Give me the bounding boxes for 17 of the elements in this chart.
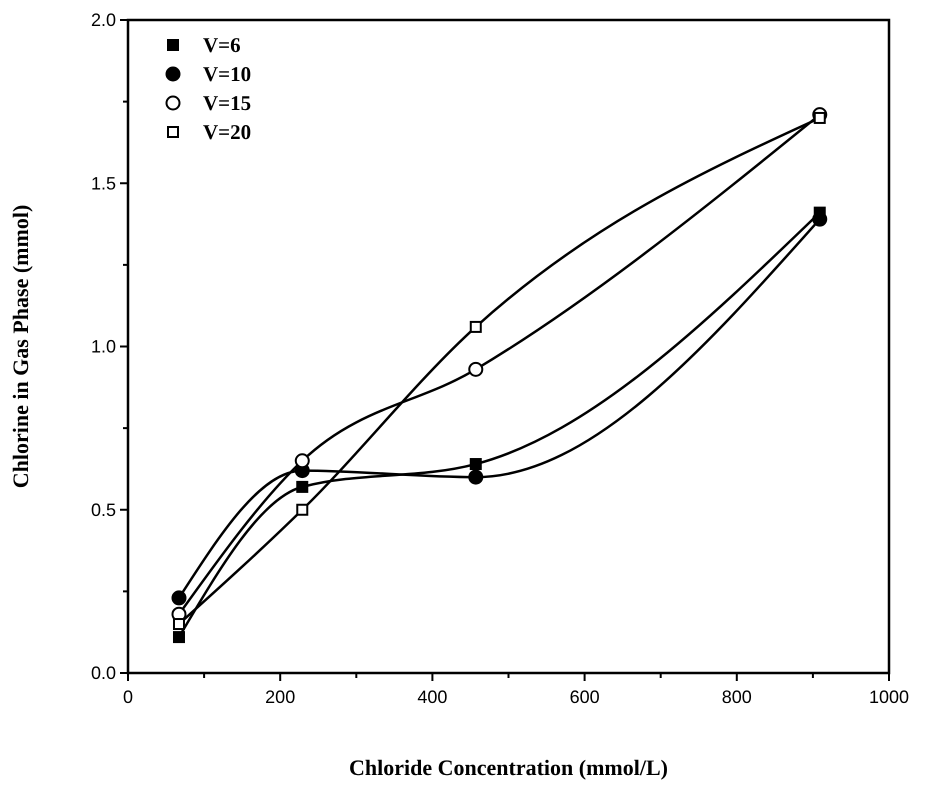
y-axis-title: Chlorine in Gas Phase (mmol) (8, 204, 33, 488)
legend-label: V=6 (203, 33, 241, 57)
y-tick-label: 2.0 (90, 10, 116, 30)
y-tick-label: 1.5 (90, 173, 116, 194)
legend-label: V=10 (203, 62, 252, 86)
x-tick-label: 200 (265, 687, 296, 707)
x-axis-title: Chloride Concentration (mmol/L) (349, 755, 668, 780)
x-tick-label: 0 (122, 687, 134, 707)
x-tick-label: 400 (417, 687, 448, 707)
x-tick-label: 800 (722, 687, 752, 707)
legend-label: V=20 (203, 120, 252, 144)
x-tick-label: 1000 (868, 687, 910, 707)
y-tick-label: 0.0 (90, 663, 116, 683)
y-tick-label: 0.5 (90, 500, 116, 520)
x-tick-label: 600 (570, 687, 600, 707)
legend-label: V=15 (203, 91, 252, 115)
y-tick-label: 1.0 (90, 336, 116, 356)
